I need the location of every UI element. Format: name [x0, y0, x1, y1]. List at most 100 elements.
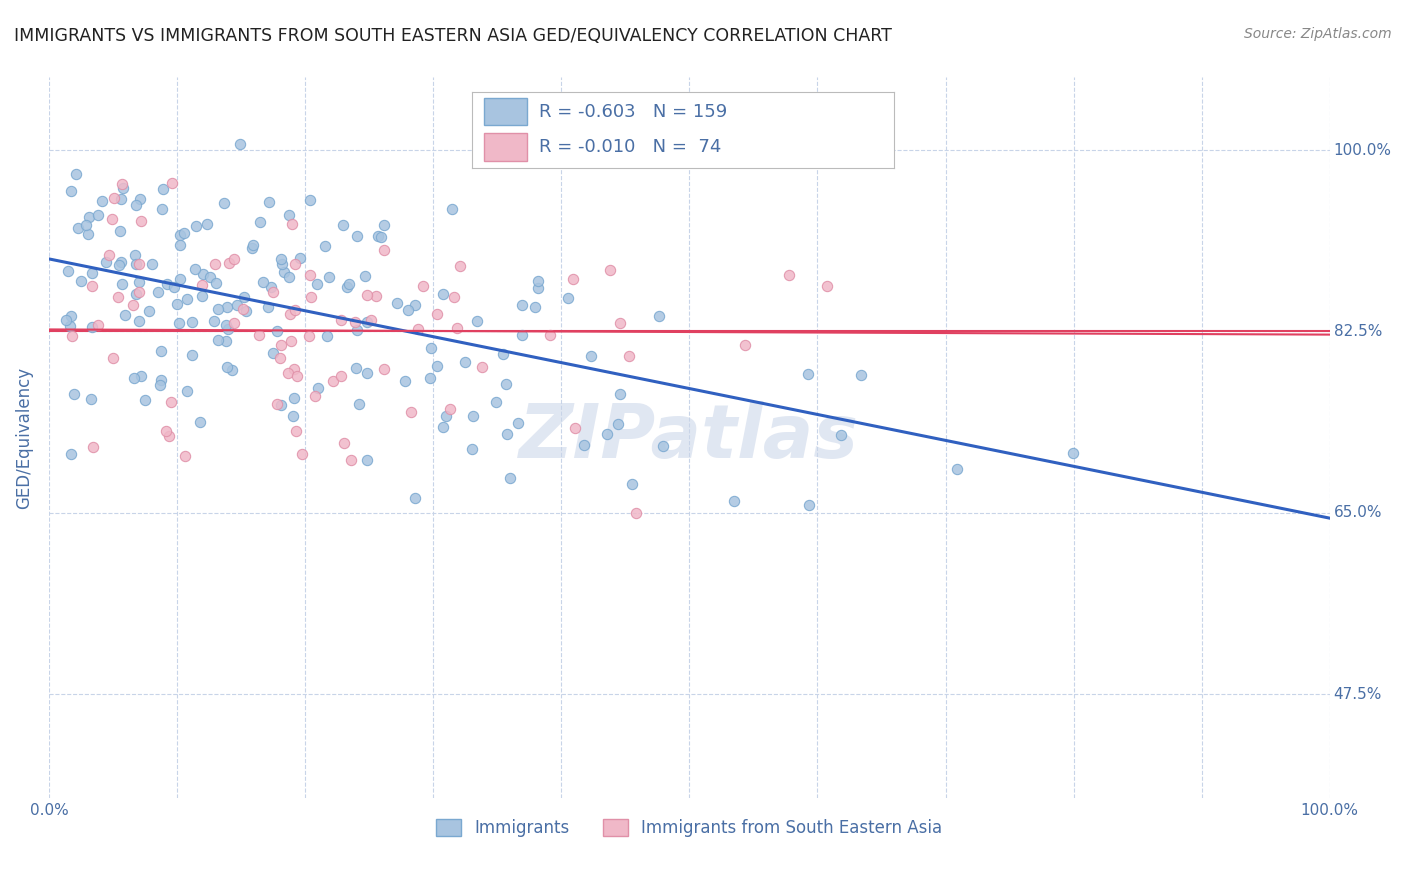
Point — [195, 217, 218, 231]
Point — [249, 215, 271, 229]
Point — [169, 237, 191, 252]
Point — [193, 268, 215, 282]
Point — [59, 318, 82, 333]
Point — [169, 272, 191, 286]
Point — [128, 257, 150, 271]
Point — [152, 181, 174, 195]
Point — [204, 314, 226, 328]
Point — [510, 328, 533, 343]
Point — [122, 371, 145, 385]
Point — [181, 347, 204, 361]
Legend: Immigrants, Immigrants from South Eastern Asia: Immigrants, Immigrants from South Easter… — [429, 813, 949, 844]
Point — [129, 192, 152, 206]
Point — [112, 181, 135, 195]
Point — [222, 252, 245, 267]
Point — [441, 202, 464, 216]
Point — [406, 321, 429, 335]
Point — [160, 176, 183, 190]
Point — [510, 298, 533, 312]
Point — [337, 277, 360, 291]
Point — [55, 313, 77, 327]
Point — [339, 452, 361, 467]
Point — [111, 177, 134, 191]
Point — [263, 285, 285, 300]
Point — [304, 389, 326, 403]
Point — [373, 361, 395, 376]
Point — [174, 449, 197, 463]
Point — [82, 441, 104, 455]
Point — [723, 494, 745, 508]
Point — [247, 328, 270, 343]
Point — [87, 209, 110, 223]
Point — [360, 313, 382, 327]
Text: Source: ZipAtlas.com: Source: ZipAtlas.com — [1244, 27, 1392, 41]
Point — [138, 304, 160, 318]
Point — [107, 290, 129, 304]
Point — [159, 429, 181, 443]
Point — [260, 280, 283, 294]
Point — [63, 387, 86, 401]
Point — [332, 435, 354, 450]
Text: 65.0%: 65.0% — [1333, 506, 1382, 520]
Point — [609, 316, 631, 330]
Point — [155, 424, 177, 438]
Point — [224, 316, 246, 330]
Point — [128, 314, 150, 328]
Point — [75, 218, 97, 232]
Point — [492, 346, 515, 360]
Point — [449, 259, 471, 273]
Point — [1062, 445, 1084, 459]
Point — [284, 257, 307, 271]
Point — [734, 338, 756, 352]
Point — [90, 194, 112, 209]
Point — [266, 397, 288, 411]
Point — [344, 315, 367, 329]
Point — [815, 279, 838, 293]
Point — [150, 202, 173, 216]
Point — [399, 405, 422, 419]
Point — [778, 268, 800, 282]
Point — [235, 303, 257, 318]
Point — [439, 401, 461, 416]
Point — [434, 409, 457, 423]
Point — [330, 369, 353, 384]
Point — [557, 291, 579, 305]
Point — [298, 329, 321, 343]
Point — [160, 395, 183, 409]
Point — [128, 275, 150, 289]
Point — [425, 359, 447, 373]
Point — [538, 328, 561, 343]
Point — [648, 309, 671, 323]
Point — [217, 322, 239, 336]
Point — [125, 257, 148, 271]
Point — [624, 507, 647, 521]
Point — [291, 447, 314, 461]
Point — [94, 255, 117, 269]
Point — [58, 264, 80, 278]
Point — [412, 278, 434, 293]
Point — [527, 274, 550, 288]
Point — [470, 359, 492, 374]
Point — [218, 256, 240, 270]
Point — [596, 427, 619, 442]
Point — [387, 296, 409, 310]
Point — [318, 270, 340, 285]
Point — [405, 298, 427, 312]
Point — [270, 337, 292, 351]
Point — [599, 263, 621, 277]
Point — [280, 218, 302, 232]
Point — [356, 452, 378, 467]
Point — [799, 498, 821, 512]
Point — [461, 442, 484, 456]
Point — [188, 415, 211, 429]
Point — [373, 219, 395, 233]
Point — [60, 309, 83, 323]
Point — [946, 462, 969, 476]
Point — [103, 191, 125, 205]
Point — [207, 333, 229, 347]
Point — [141, 257, 163, 271]
Point — [394, 375, 416, 389]
Point — [581, 349, 603, 363]
Point — [496, 427, 519, 442]
Point — [169, 227, 191, 242]
